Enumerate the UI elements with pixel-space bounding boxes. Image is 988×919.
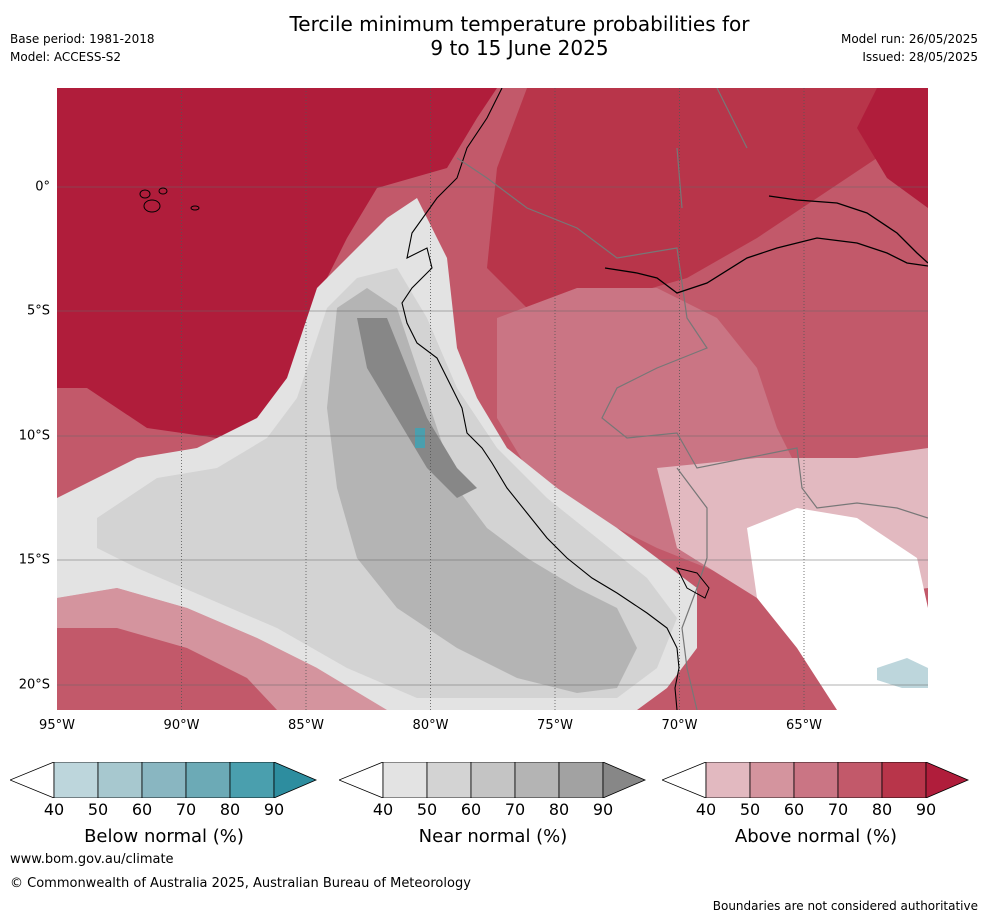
field-near-90 [357, 318, 477, 498]
colorbar-below-normal [10, 762, 318, 798]
cb-below-tick-70: 70 [175, 800, 197, 819]
cb-below-3 [141, 762, 187, 798]
cb-near-tick-80: 80 [548, 800, 570, 819]
colorbar-above-normal [662, 762, 970, 798]
cb-above-4 [837, 762, 883, 798]
lon-tick-80w: 80°W [412, 718, 449, 733]
cb-near-5 [558, 762, 604, 798]
cb-below-5 [229, 762, 275, 798]
cb-above-5 [881, 762, 927, 798]
lon-tick-75w: 75°W [537, 718, 573, 733]
cb-near-6 [602, 762, 647, 798]
meta-left: Base period: 1981-2018 Model: ACCESS-S2 [10, 30, 155, 66]
cb-below-tick-40: 40 [43, 800, 65, 819]
lon-tick-85w: 85°W [288, 718, 324, 733]
cb-below-6 [273, 762, 318, 798]
colorbar-near-normal [339, 762, 647, 798]
cb-above-tick-70: 70 [827, 800, 849, 819]
cb-near-tick-90: 90 [592, 800, 614, 819]
field-white-se [747, 508, 928, 710]
cb-above-tick-60: 60 [783, 800, 805, 819]
cb-below-tick-50: 50 [87, 800, 109, 819]
cb-near-2 [426, 762, 472, 798]
cb-below-tick-80: 80 [219, 800, 241, 819]
map-title: Tercile minimum temperature probabilitie… [0, 12, 988, 60]
lat-tick-5s: 5°S [26, 303, 50, 319]
cb-near-3 [470, 762, 516, 798]
cb-above-tick-50: 50 [739, 800, 761, 819]
cb-near-4 [514, 762, 560, 798]
model-name: Model: ACCESS-S2 [10, 50, 122, 64]
cb-below-4 [185, 762, 231, 798]
model-run: Model run: 26/05/2025 [840, 32, 978, 46]
cb-near-tick-60: 60 [460, 800, 482, 819]
legend-label-below: Below normal (%) [84, 826, 244, 847]
lat-tick-0: 0° [35, 179, 50, 195]
cb-near-tick-70: 70 [504, 800, 526, 819]
cb-below-0 [10, 762, 55, 798]
field-above-70-sw [57, 628, 277, 710]
lake-titicaca [676, 567, 710, 599]
cb-near-1 [382, 762, 428, 798]
cb-above-tick-80: 80 [871, 800, 893, 819]
lon-tick-95w: 95°W [39, 718, 75, 733]
country-borders [456, 88, 928, 710]
legend-label-above: Above normal (%) [734, 826, 898, 847]
website-link[interactable]: www.bom.gov.au/climate [10, 852, 174, 867]
issued-date: Issued: 28/05/2025 [862, 50, 978, 64]
title-line-1: Tercile minimum temperature probabilitie… [289, 12, 750, 36]
cb-above-3 [793, 762, 839, 798]
cb-above-tick-90: 90 [915, 800, 937, 819]
legend-label-near: Near normal (%) [418, 826, 568, 847]
lon-tick-65w: 65°W [786, 718, 822, 733]
cb-above-0 [662, 762, 707, 798]
cb-below-tick-60: 60 [131, 800, 153, 819]
copyright-text: © Commonwealth of Australia 2025, Austra… [10, 876, 471, 891]
base-period: Base period: 1981-2018 [10, 32, 155, 46]
cb-near-tick-50: 50 [416, 800, 438, 819]
cb-above-6 [925, 762, 970, 798]
field-above-90-north [487, 88, 928, 318]
lon-tick-90w: 90°W [163, 718, 200, 733]
disclaimer-text: Boundaries are not considered authoritat… [712, 899, 978, 913]
field-above-90-west [57, 88, 497, 438]
meta-right: Model run: 26/05/2025 Issued: 28/05/2025 [841, 30, 978, 66]
field-above-90-ne [857, 88, 928, 208]
lat-tick-20s: 20°S [18, 677, 50, 693]
cb-below-2 [97, 762, 143, 798]
probability-map [57, 88, 928, 710]
coastline [401, 88, 680, 710]
cb-above-1 [705, 762, 751, 798]
lat-tick-15s: 15°S [18, 552, 50, 568]
cb-above-tick-40: 40 [695, 800, 717, 819]
amazon-river [604, 195, 928, 294]
cb-below-tick-90: 90 [263, 800, 285, 819]
galapagos-islands [139, 187, 200, 213]
cb-above-2 [749, 762, 795, 798]
title-line-2: 9 to 15 June 2025 [430, 36, 609, 60]
field-below-small [415, 428, 425, 448]
lat-tick-10s: 10°S [18, 428, 50, 444]
lon-tick-70w: 70°W [661, 718, 698, 733]
cb-near-tick-40: 40 [372, 800, 394, 819]
cb-near-0 [339, 762, 384, 798]
field-below-40 [877, 658, 928, 688]
cb-below-1 [53, 762, 99, 798]
latitude-lines [57, 186, 928, 686]
